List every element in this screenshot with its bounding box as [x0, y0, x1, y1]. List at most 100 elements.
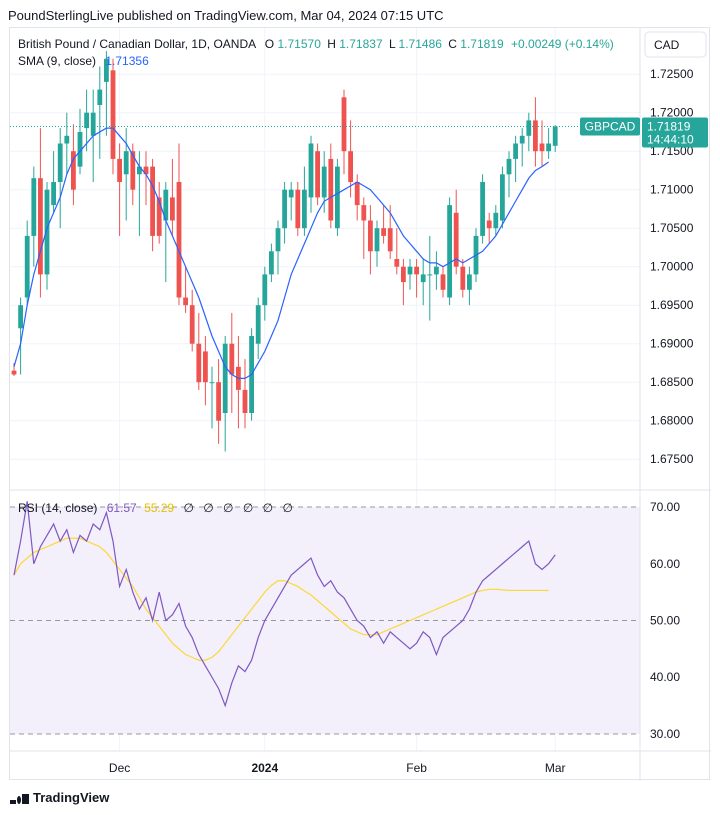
- candle-body: [216, 382, 221, 421]
- legend-high-label: H: [327, 37, 336, 51]
- candle-body: [440, 274, 446, 290]
- currency-button[interactable]: CAD: [644, 31, 707, 58]
- legend-open: 1.71570: [277, 37, 321, 51]
- candle-body: [381, 228, 386, 236]
- rsi-ma-line: [13, 537, 549, 661]
- rsi-line: [13, 501, 556, 708]
- candle-body: [203, 351, 208, 383]
- candle-body: [341, 97, 347, 152]
- price-tag: GBPCAD 1.71819 14:44:10: [580, 117, 708, 148]
- legend-close: 1.71819: [460, 37, 504, 51]
- price-tick-label: 1.71000: [650, 183, 694, 197]
- candle-body: [394, 259, 400, 267]
- candle-body: [150, 166, 155, 236]
- candle-body: [90, 112, 96, 136]
- candle-body: [38, 178, 43, 275]
- candle-body: [519, 135, 525, 144]
- chart-frame[interactable]: 1.72500 1.72000 1.71500 1.71000 1.70500 1.700…: [9, 27, 711, 781]
- candle-body: [361, 205, 367, 221]
- candle-body: [123, 151, 129, 175]
- candle-body: [368, 220, 373, 252]
- candle-body: [414, 266, 419, 275]
- candle-body: [196, 343, 202, 383]
- candle-body: [302, 189, 307, 229]
- candle-body: [434, 266, 439, 275]
- candle-body: [552, 126, 558, 146]
- candle-body: [24, 235, 30, 298]
- candle-body: [110, 70, 116, 159]
- price-tag-countdown: 14:44:10: [647, 133, 694, 147]
- candle-body: [209, 382, 215, 384]
- candle-body: [295, 189, 301, 229]
- tradingview-logo[interactable]: TradingView: [10, 790, 109, 805]
- legend-symbol: British Pound / Canadian Dollar, 1D, OAN…: [18, 37, 256, 51]
- currency-button-label[interactable]: CAD: [654, 38, 680, 52]
- price-tick-label: 1.69500: [650, 298, 694, 312]
- candle-body: [183, 297, 188, 306]
- candle-body: [163, 189, 169, 221]
- candle-body: [546, 143, 551, 152]
- candle-body: [407, 266, 413, 275]
- time-tick-label: Feb: [406, 761, 427, 775]
- candle-body: [222, 343, 228, 413]
- price-tick-label: 1.67500: [650, 452, 694, 466]
- legend-close-label: C: [448, 37, 457, 51]
- rsi-tick-label: 40.00: [650, 670, 680, 684]
- rsi-tick-label: 30.00: [650, 727, 680, 741]
- candle-body: [71, 151, 76, 190]
- candle-body: [255, 305, 261, 344]
- candle-body: [137, 166, 142, 175]
- price-tick-label: 1.70500: [650, 221, 694, 235]
- candle-body: [64, 135, 70, 144]
- candle-body: [84, 112, 89, 129]
- candle-body: [130, 151, 136, 190]
- legend-low: 1.71486: [399, 37, 443, 51]
- candle-body: [513, 143, 518, 159]
- price-tick-label: 1.69000: [650, 337, 694, 351]
- time-axis-ticks: Dec 2024 Feb Mar: [109, 761, 566, 775]
- na-mark: ∅: [183, 501, 193, 515]
- candle-body: [97, 89, 103, 105]
- na-mark: ∅: [282, 501, 292, 515]
- candle-body: [447, 205, 452, 298]
- candle-body: [143, 166, 149, 175]
- price-tick-label: 1.70000: [650, 260, 694, 274]
- candle-body: [500, 174, 505, 221]
- rsi-legend-ma-value: 55.29: [144, 501, 174, 515]
- candle-body: [420, 274, 426, 283]
- price-tick-label: 1.72500: [650, 67, 694, 81]
- price-tag-symbol: GBPCAD: [585, 120, 636, 134]
- legend-change: +0.00249 (+0.14%): [511, 37, 614, 51]
- time-tick-label: Mar: [545, 761, 566, 775]
- legend-high: 1.71837: [339, 37, 383, 51]
- candle-body: [176, 182, 182, 298]
- chart-canvas[interactable]: 1.72500 1.72000 1.71500 1.71000 1.70500 1.700…: [10, 28, 711, 781]
- na-mark: ∅: [203, 501, 213, 515]
- candle-body: [526, 120, 532, 136]
- na-mark: ∅: [223, 501, 233, 515]
- candle-body: [374, 228, 380, 252]
- candle-body: [288, 189, 294, 198]
- na-mark: ∅: [243, 501, 253, 515]
- candle-body: [77, 131, 83, 167]
- candle-body: [242, 389, 248, 413]
- legend-low-label: L: [389, 37, 396, 51]
- rsi-axis-ticks: 70.00 60.00 50.00 40.00 30.00: [650, 500, 680, 741]
- time-tick-label: Dec: [109, 761, 130, 775]
- candle-body: [170, 197, 175, 221]
- candle-body: [104, 58, 109, 82]
- price-tick-label: 1.68000: [650, 414, 694, 428]
- candle-body: [189, 305, 195, 344]
- sma-legend-value: 1.71356: [105, 54, 149, 68]
- price-legend: British Pound / Canadian Dollar, 1D, OAN…: [18, 37, 614, 51]
- rsi-legend-value: 61.57: [107, 501, 137, 515]
- candle-body: [11, 370, 17, 375]
- na-mark: ∅: [263, 501, 273, 515]
- candle-body: [401, 266, 406, 283]
- candle-body: [262, 274, 268, 306]
- candle-body: [354, 182, 360, 206]
- candle-body: [18, 305, 23, 329]
- price-axis-ticks: 1.72500 1.72000 1.71500 1.71000 1.70500 1.700…: [650, 67, 694, 466]
- publisher-line: PoundSterlingLive published on TradingVi…: [8, 8, 444, 23]
- rsi-legend-label: RSI (14, close): [18, 501, 97, 515]
